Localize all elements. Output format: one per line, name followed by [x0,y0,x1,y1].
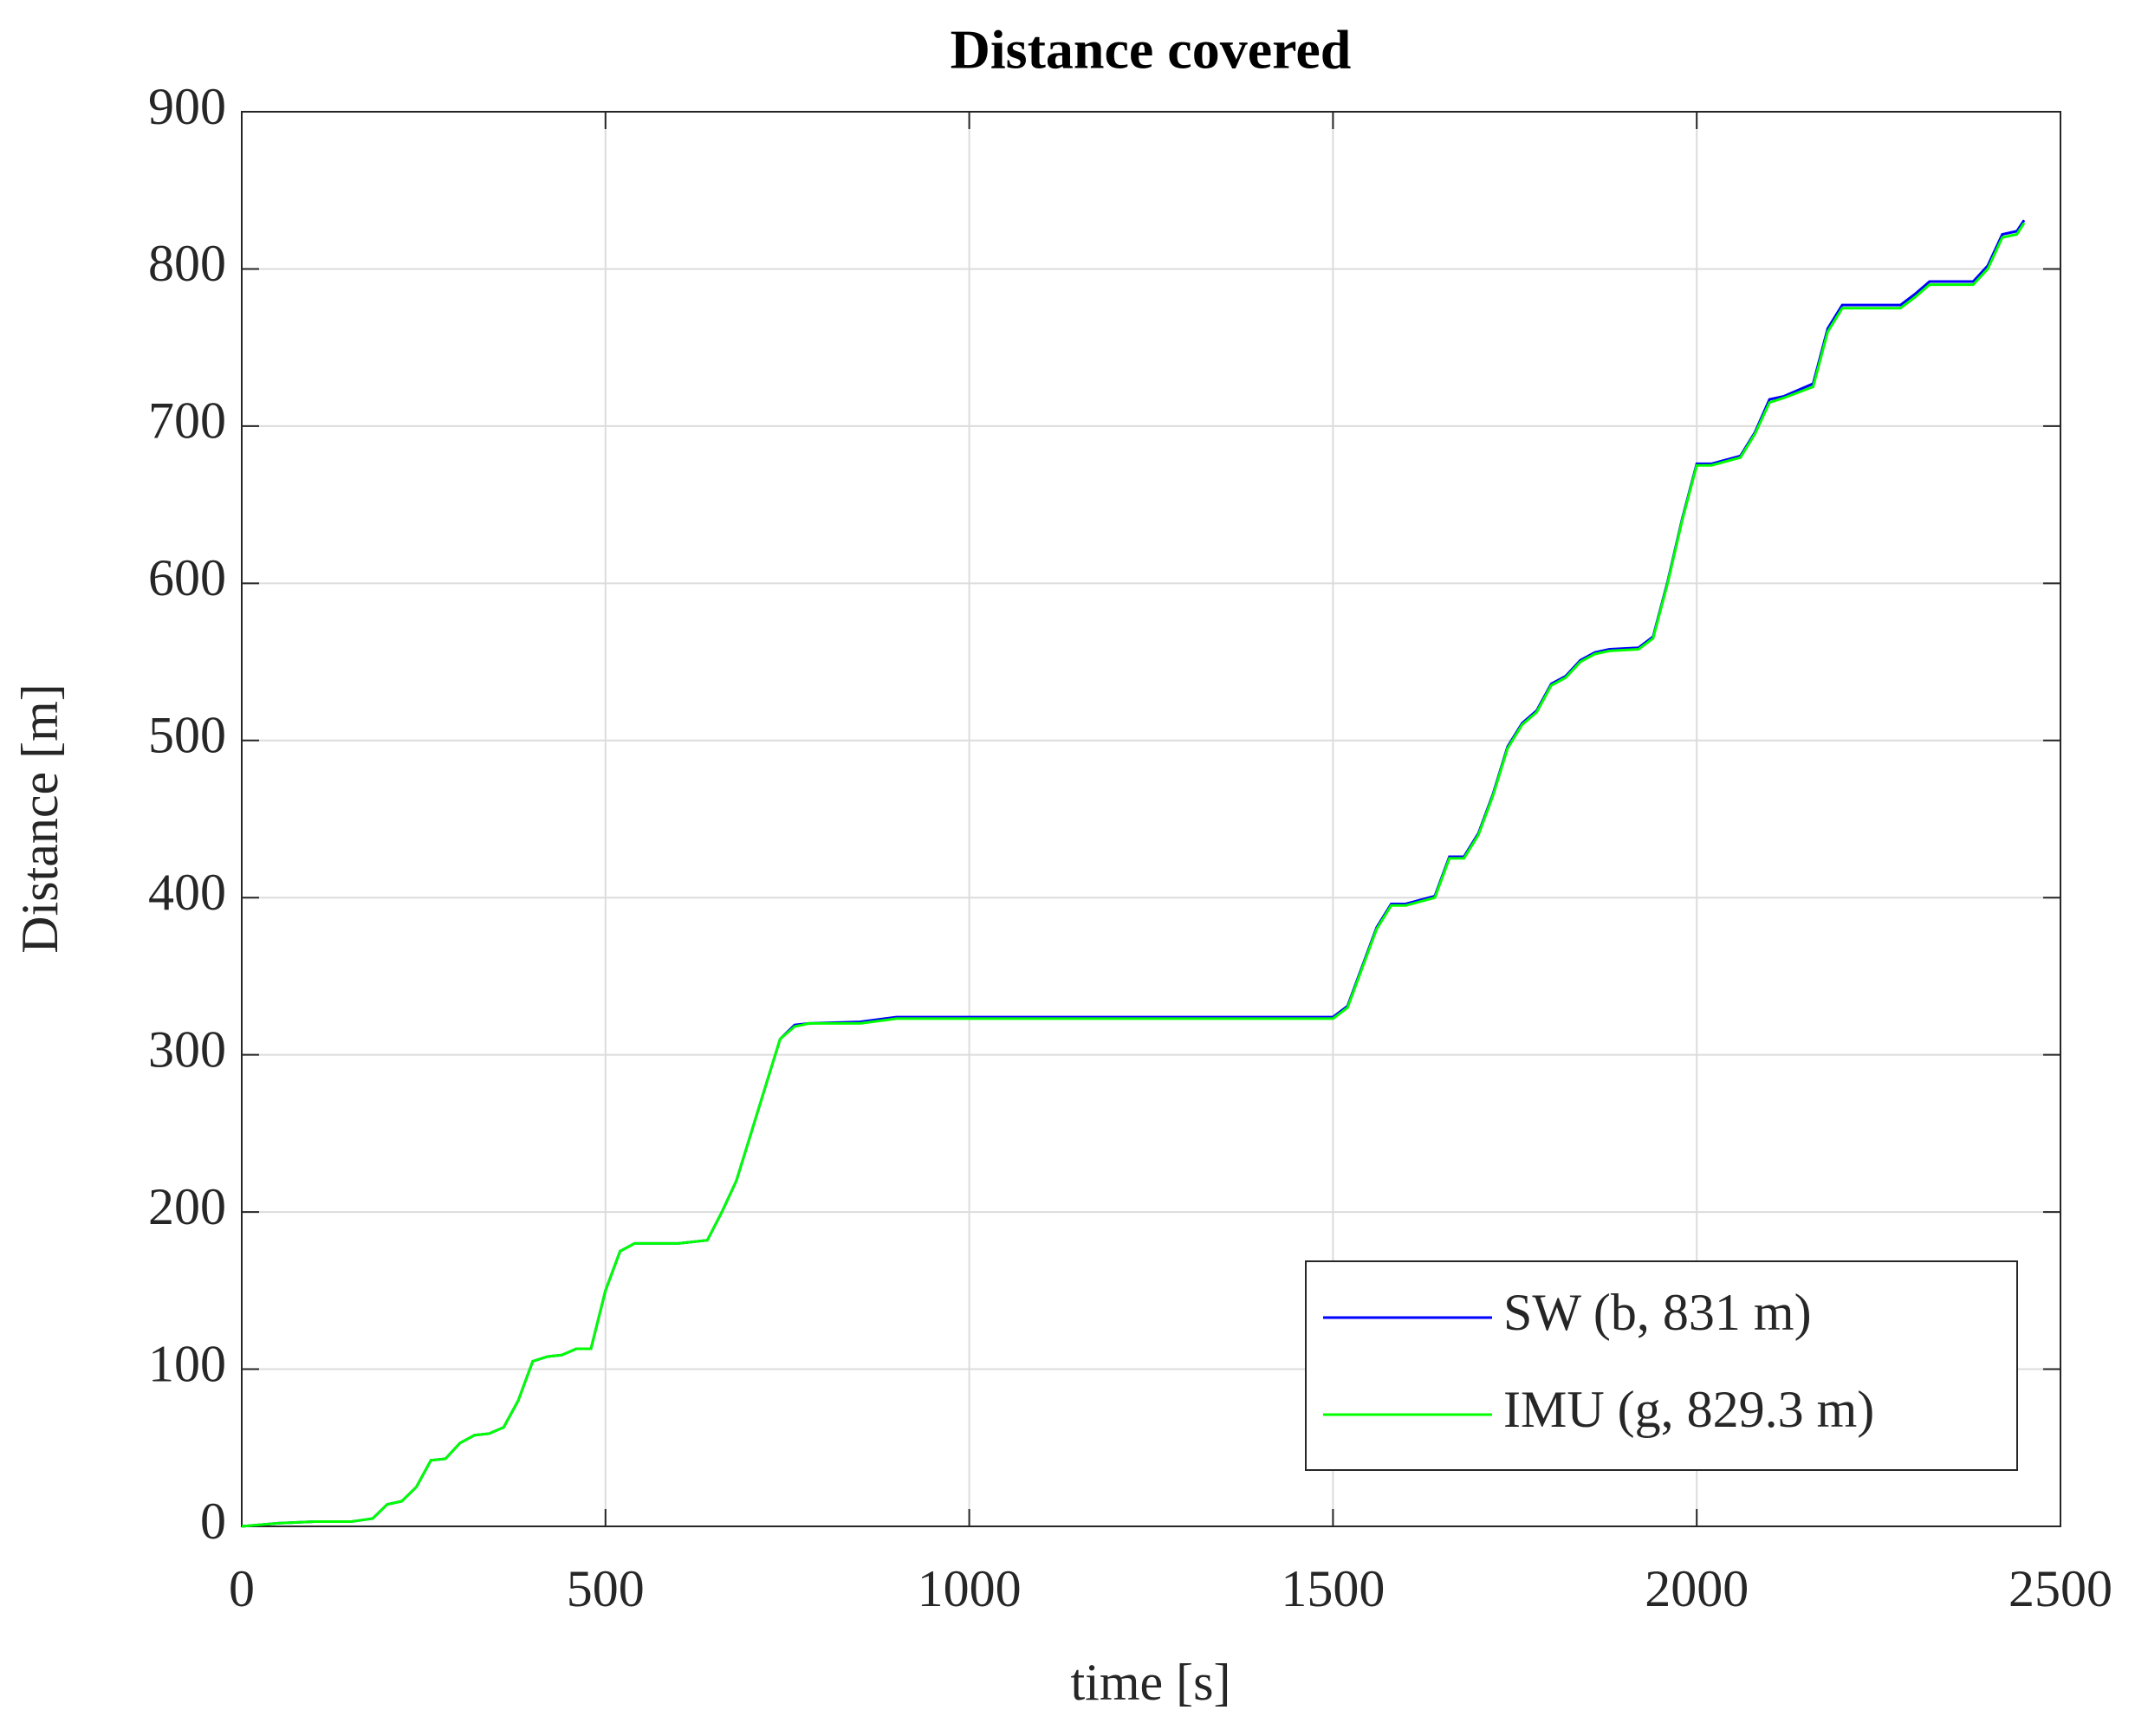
x-tick-label: 2000 [1645,1560,1749,1617]
y-tick-label: 0 [200,1493,226,1550]
y-tick-label: 300 [148,1020,226,1078]
x-axis-label: time [s] [1071,1654,1231,1711]
y-tick-label: 400 [148,864,226,921]
y-tick-label: 600 [148,549,226,606]
x-tick-label: 2500 [2008,1560,2112,1617]
x-tick-label: 500 [567,1560,645,1617]
plot-frame [241,111,2061,1527]
y-tick-label: 100 [148,1335,226,1392]
y-tick-label: 500 [148,707,226,764]
y-axis-label: Distance [m] [11,683,68,954]
y-tick-label: 700 [148,392,226,450]
chart-title: Distance covered [951,19,1352,81]
data-line [241,222,2026,1528]
y-tick-label: 200 [148,1178,226,1235]
y-tick-label: 800 [148,235,226,292]
y-tick-label: 900 [148,78,226,135]
x-tick-label: 1000 [918,1560,1022,1617]
x-tick-label: 1500 [1281,1560,1385,1617]
x-tick-label: 0 [229,1560,255,1617]
legend-label: SW (b, 831 m) [1503,1284,1812,1341]
legend-box [1305,1260,2018,1471]
legend-label: IMU (g, 829.3 m) [1503,1381,1874,1438]
